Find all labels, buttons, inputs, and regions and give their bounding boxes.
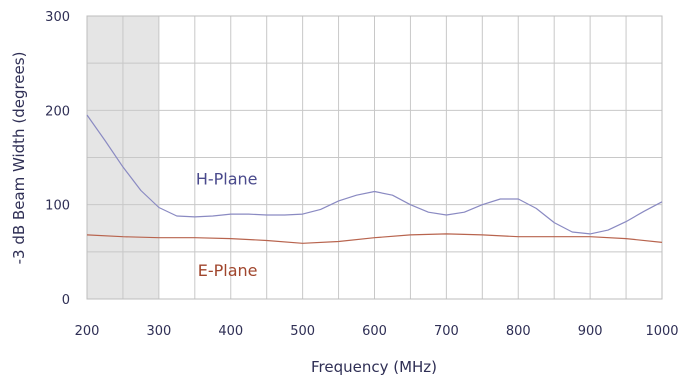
- grid: [86, 15, 663, 300]
- x-tick-label: 400: [218, 324, 243, 339]
- series-label-h-plane: H-Plane: [196, 169, 258, 188]
- y-axis-label: -3 dB Beam Width (degrees): [10, 52, 28, 265]
- x-axis-label: Frequency (MHz): [311, 358, 437, 376]
- series-line-h-plane: [86, 114, 663, 235]
- x-tick-label: 500: [290, 324, 315, 339]
- x-tick-label: 800: [506, 324, 531, 339]
- plot-frame: [86, 15, 663, 300]
- series-lines: [86, 114, 663, 244]
- x-tick-label: 1000: [645, 324, 678, 339]
- y-tick-label: 0: [62, 293, 70, 308]
- x-tick-label: 700: [434, 324, 459, 339]
- x-tick-label: 200: [75, 324, 100, 339]
- x-tick-label: 900: [578, 324, 603, 339]
- y-tick-labels: 0 100 200 300: [45, 10, 70, 308]
- x-tick-labels: 200 300 400 500 600 700 800 900 1000: [75, 324, 679, 339]
- y-tick-label: 300: [45, 10, 70, 25]
- series-labels: H-Plane E-Plane: [196, 169, 258, 280]
- y-tick-label: 100: [45, 199, 70, 214]
- series-line-e-plane: [86, 233, 663, 244]
- y-tick-label: 200: [45, 104, 70, 119]
- x-tick-label: 600: [362, 324, 387, 339]
- x-tick-label: 300: [146, 324, 171, 339]
- series-label-e-plane: E-Plane: [198, 261, 258, 280]
